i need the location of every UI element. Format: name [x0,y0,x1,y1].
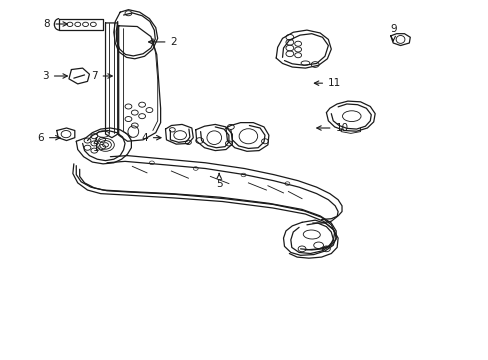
Text: 9: 9 [389,24,396,41]
Text: 10: 10 [316,123,348,133]
Text: 7: 7 [91,71,112,81]
Text: 6: 6 [37,133,60,143]
Text: 5: 5 [215,174,222,189]
Text: 11: 11 [314,78,341,88]
Text: 4: 4 [141,133,161,143]
Text: 8: 8 [43,19,67,29]
Text: 1: 1 [93,138,100,153]
Text: 3: 3 [42,71,67,81]
Text: 2: 2 [148,37,177,47]
